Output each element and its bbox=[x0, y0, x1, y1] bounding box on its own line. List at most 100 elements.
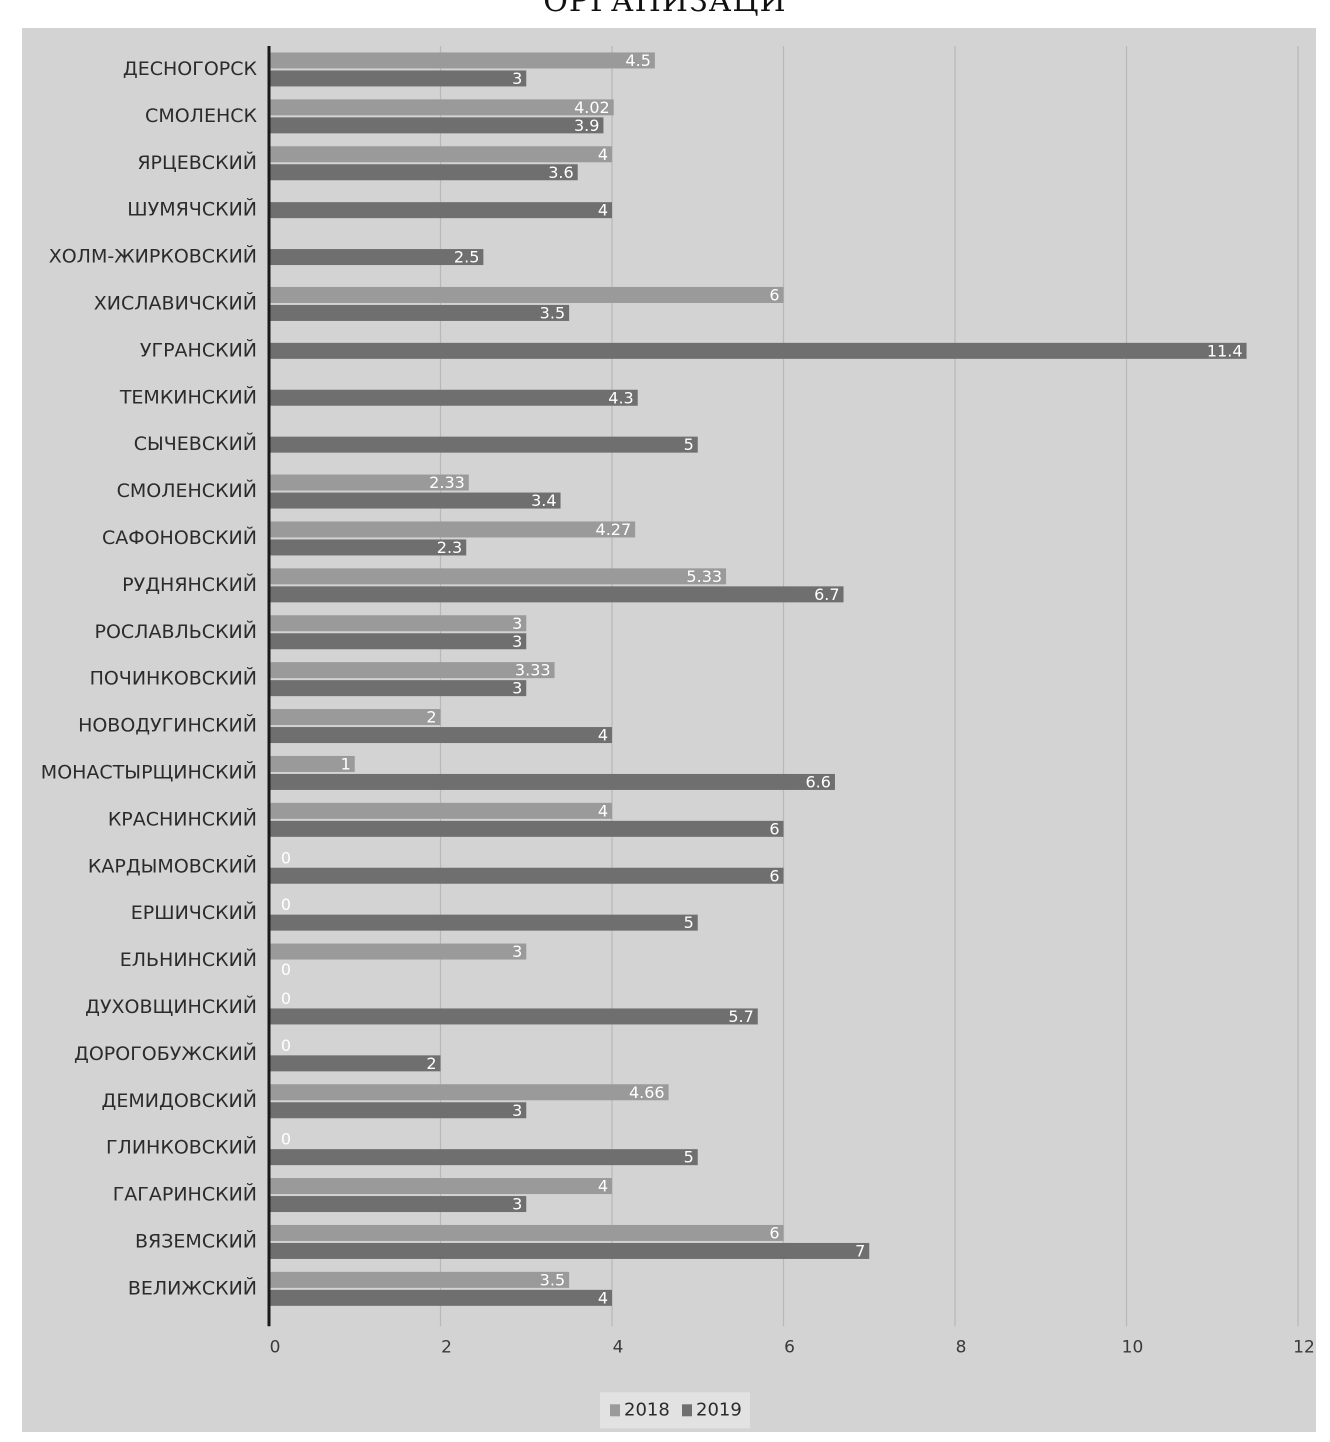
bar-2019 bbox=[269, 249, 484, 266]
data-label-2018: 4 bbox=[598, 1177, 608, 1196]
category-label: МОНАСТЫРЩИНСКИЙ bbox=[41, 760, 257, 783]
category-label: ТЕМКИНСКИЙ bbox=[119, 385, 257, 408]
bar-2019 bbox=[269, 164, 578, 181]
bar-2018 bbox=[269, 521, 636, 538]
category-label: ДУХОВЩИНСКИЙ bbox=[85, 995, 257, 1018]
data-label-2019: 6 bbox=[769, 819, 779, 838]
category-label: ВЯЗЕМСКИЙ bbox=[135, 1229, 257, 1252]
category-label: ШУМЯЧСКИЙ bbox=[127, 198, 257, 221]
category-label: ГЛИНКОВСКИЙ bbox=[106, 1136, 257, 1159]
data-label-2018: 0 bbox=[281, 1130, 291, 1149]
data-label-2018: 3 bbox=[512, 614, 522, 633]
bar-2018 bbox=[269, 943, 527, 960]
data-label-2019: 2.5 bbox=[454, 248, 479, 267]
data-label-2019: 5.7 bbox=[728, 1007, 753, 1026]
bar-2018 bbox=[269, 709, 441, 726]
data-label-2019: 4.3 bbox=[608, 388, 633, 407]
bar-2019 bbox=[269, 389, 638, 406]
bar-2019 bbox=[269, 680, 527, 697]
x-tick-label: 4 bbox=[613, 1337, 624, 1357]
data-label-2019: 5 bbox=[684, 1148, 694, 1167]
category-label: УГРАНСКИЙ bbox=[140, 338, 257, 361]
bar-2019 bbox=[269, 820, 784, 837]
x-tick-label: 6 bbox=[784, 1337, 795, 1357]
x-tick-label: 8 bbox=[956, 1337, 967, 1357]
data-label-2019: 3 bbox=[512, 632, 522, 651]
data-label-2018: 5.33 bbox=[686, 567, 722, 586]
category-label: ДОРОГОБУЖСКИЙ bbox=[74, 1042, 257, 1065]
data-label-2018: 4 bbox=[598, 145, 608, 164]
category-label: ГАГАРИНСКИЙ bbox=[113, 1183, 257, 1206]
bar-2019 bbox=[269, 304, 570, 321]
category-label: ВЕЛИЖСКИЙ bbox=[128, 1276, 257, 1299]
bar-2019 bbox=[269, 492, 561, 509]
bar-2018 bbox=[269, 286, 784, 303]
bar-2018 bbox=[269, 1224, 784, 1241]
category-label: СМОЛЕНСК bbox=[145, 105, 257, 127]
bar-2019 bbox=[269, 117, 604, 134]
category-label: КАРДЫМОВСКИЙ bbox=[88, 854, 257, 877]
x-tick-label: 0 bbox=[270, 1337, 281, 1357]
bar-2019 bbox=[269, 773, 835, 790]
legend-label-2018: 2018 bbox=[624, 1399, 670, 1420]
data-label-2019: 5 bbox=[684, 435, 694, 454]
bar-2019 bbox=[269, 586, 844, 603]
bar-2018 bbox=[269, 1271, 570, 1288]
data-label-2019: 3.6 bbox=[548, 163, 573, 182]
bar-2019 bbox=[269, 867, 784, 884]
bar-2018 bbox=[269, 474, 469, 491]
data-label-2018: 3.33 bbox=[515, 661, 551, 680]
data-label-2018: 0 bbox=[281, 895, 291, 914]
data-label-2019: 6.7 bbox=[814, 585, 839, 604]
data-label-2018: 3 bbox=[512, 942, 522, 961]
bar-2019 bbox=[269, 727, 612, 744]
data-label-2019: 5 bbox=[684, 913, 694, 932]
category-label: СМОЛЕНСКИЙ bbox=[117, 479, 257, 502]
data-label-2018: 0 bbox=[281, 848, 291, 867]
category-label: СЫЧЕВСКИЙ bbox=[134, 432, 257, 455]
data-label-2019: 11.4 bbox=[1207, 341, 1243, 360]
bar-2019 bbox=[269, 1055, 441, 1072]
data-label-2019: 3 bbox=[512, 69, 522, 88]
data-label-2018: 6 bbox=[769, 1223, 779, 1242]
data-label-2018: 6 bbox=[769, 285, 779, 304]
legend-swatch-2018 bbox=[610, 1404, 620, 1417]
data-label-2019: 6 bbox=[769, 866, 779, 885]
bar-2019 bbox=[269, 539, 467, 556]
data-label-2018: 3.5 bbox=[540, 1270, 565, 1289]
bar-2019 bbox=[269, 1289, 612, 1306]
bar-2019 bbox=[269, 342, 1247, 359]
category-label: ЕРШИЧСКИЙ bbox=[131, 901, 257, 924]
data-label-2019: 3 bbox=[512, 1101, 522, 1120]
data-label-2019: 2.3 bbox=[437, 538, 462, 557]
legend-swatch-2019 bbox=[682, 1404, 692, 1417]
bar-2018 bbox=[269, 662, 555, 679]
x-tick-label: 12 bbox=[1293, 1337, 1315, 1357]
data-label-2018: 2 bbox=[426, 708, 436, 727]
bar-2019 bbox=[269, 1102, 527, 1119]
bar-2018 bbox=[269, 755, 355, 772]
data-label-2018: 4 bbox=[598, 801, 608, 820]
category-label: РОСЛАВЛЬСКИЙ bbox=[94, 620, 257, 643]
data-label-2019: 3.9 bbox=[574, 116, 599, 135]
category-label: КРАСНИНСКИЙ bbox=[108, 807, 257, 830]
bar-2019 bbox=[269, 1196, 527, 1213]
bar-2018 bbox=[269, 615, 527, 632]
category-label: ХОЛМ-ЖИРКОВСКИЙ bbox=[49, 245, 257, 268]
bar-2019 bbox=[269, 202, 612, 219]
data-label-2019: 3 bbox=[512, 679, 522, 698]
bar-2019 bbox=[269, 914, 698, 931]
x-tick-label: 10 bbox=[1122, 1337, 1144, 1357]
data-label-2019: 4 bbox=[598, 201, 608, 220]
category-label: РУДНЯНСКИЙ bbox=[122, 573, 257, 596]
category-label: ЯРЦЕВСКИЙ bbox=[137, 151, 257, 174]
data-label-2018: 4.02 bbox=[574, 98, 610, 117]
bar-2019 bbox=[269, 70, 527, 87]
data-label-2019: 7 bbox=[855, 1241, 865, 1260]
bar-2018 bbox=[269, 146, 612, 163]
data-label-2018: 1 bbox=[341, 754, 351, 773]
data-label-2018: 4.27 bbox=[596, 520, 632, 539]
data-label-2019: 4 bbox=[598, 726, 608, 745]
